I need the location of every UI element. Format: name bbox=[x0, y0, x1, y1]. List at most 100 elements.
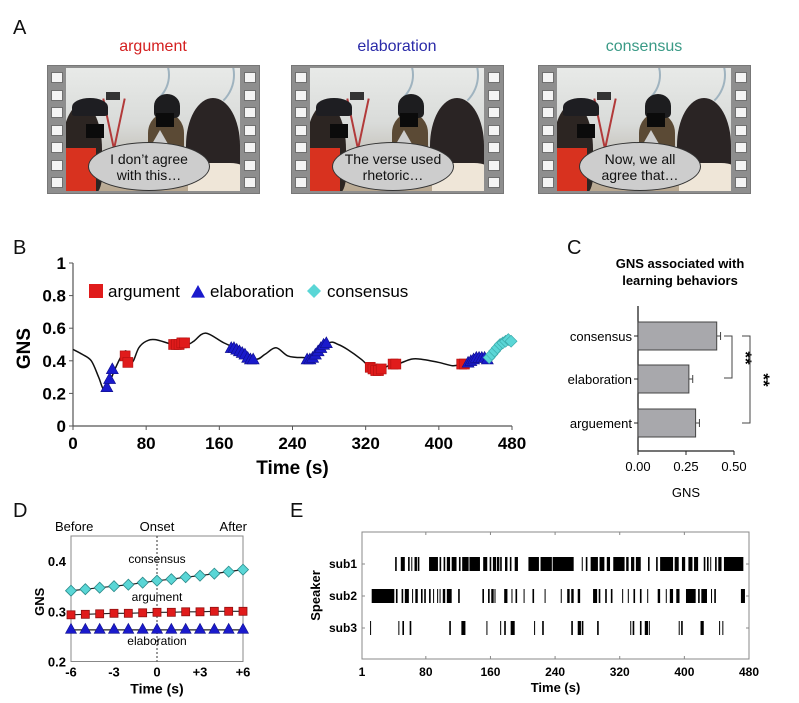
film-sprocket-hole bbox=[542, 177, 554, 188]
film-sprocket-hole bbox=[295, 124, 307, 136]
elaboration-marker bbox=[246, 352, 260, 365]
speech-segment-sub2 bbox=[494, 589, 496, 603]
frame-title-argument: argument bbox=[119, 38, 187, 55]
speech-segment-sub2 bbox=[714, 589, 716, 603]
x-tick-label: 480 bbox=[498, 434, 526, 453]
y-tick-label: 0.3 bbox=[48, 604, 66, 619]
speech-segment-sub2 bbox=[665, 589, 667, 603]
consensus-marker bbox=[222, 565, 235, 578]
speech-segment-sub1 bbox=[492, 557, 497, 571]
speech-segment-sub1 bbox=[635, 557, 641, 571]
speech-segment-sub2 bbox=[560, 589, 562, 603]
x-tick-label: 80 bbox=[137, 434, 156, 453]
argument-marker bbox=[179, 337, 190, 349]
speech-segment-sub2 bbox=[424, 589, 426, 603]
speech-segment-sub1 bbox=[613, 557, 625, 571]
speaker-label-sub3: sub3 bbox=[329, 621, 357, 635]
elaboration-series-label: elaboration bbox=[127, 634, 186, 648]
y-tick-label: 0.2 bbox=[48, 655, 66, 670]
speech-segment-sub2 bbox=[740, 589, 745, 603]
speech-segment-sub1 bbox=[528, 557, 539, 571]
speaker-label-sub1: sub1 bbox=[329, 557, 357, 571]
speech-segment-sub2 bbox=[437, 589, 439, 603]
consensus-marker bbox=[79, 583, 92, 596]
film-sprocket-hole bbox=[51, 72, 63, 83]
speech-segment-sub1 bbox=[688, 557, 693, 571]
speech-segment-sub2 bbox=[429, 589, 431, 603]
speech-segment-sub2 bbox=[633, 589, 636, 603]
film-sprocket-hole bbox=[244, 177, 256, 188]
significance-bracket-1 bbox=[724, 335, 733, 379]
speech-segment-sub3 bbox=[449, 621, 451, 635]
argument-marker bbox=[123, 608, 133, 618]
speech-segment-sub2 bbox=[669, 589, 674, 603]
speech-segment-sub1 bbox=[500, 557, 502, 571]
x-tick-label: -3 bbox=[108, 665, 120, 680]
argument-marker bbox=[375, 363, 387, 375]
panel-c-label: C bbox=[567, 237, 582, 259]
speech-segment-sub2 bbox=[627, 589, 629, 603]
speech-segment-sub1 bbox=[715, 557, 717, 571]
speech-segment-sub2 bbox=[458, 589, 460, 603]
elaboration-marker bbox=[222, 622, 235, 634]
censor-bar bbox=[400, 113, 418, 127]
speech-segment-sub3 bbox=[571, 621, 573, 635]
speech-segment-sub3 bbox=[370, 621, 372, 635]
panel-e-label: E bbox=[290, 500, 304, 522]
elaboration-marker bbox=[136, 622, 149, 634]
argument-series-label: argument bbox=[132, 590, 183, 604]
film-sprocket-hole bbox=[488, 177, 500, 188]
speech-segment-sub1 bbox=[706, 557, 709, 571]
x-tick-label: 80 bbox=[419, 665, 433, 679]
film-sprocket-hole bbox=[542, 124, 554, 136]
x-tick-label: 160 bbox=[480, 665, 500, 679]
speech-bubble: I don’t agree with this… bbox=[88, 142, 210, 191]
frame-title-consensus: consensus bbox=[605, 38, 683, 55]
speech-segment-sub3 bbox=[719, 621, 721, 635]
consensus-marker bbox=[136, 576, 149, 589]
chart-title-line2: learning behaviors bbox=[622, 273, 738, 288]
significance-bracket-2 bbox=[742, 335, 751, 424]
speech-segment-sub2 bbox=[433, 589, 435, 603]
speech-segment-sub1 bbox=[590, 557, 598, 571]
x-tick-label: 0.25 bbox=[673, 459, 698, 474]
film-sprocket-hole bbox=[488, 124, 500, 136]
panel-b-label: B bbox=[13, 237, 27, 259]
consensus-marker bbox=[93, 581, 106, 594]
speech-segment-sub1 bbox=[439, 557, 442, 571]
film-sprocket-hole bbox=[51, 89, 63, 101]
chart-c: GNS associated with learning behaviors con… bbox=[568, 256, 773, 500]
film-sprocket-hole bbox=[295, 107, 307, 118]
elaboration-marker bbox=[79, 622, 92, 634]
speech-segment-sub2 bbox=[711, 589, 713, 603]
speech-text: Now, we all agree that… bbox=[601, 150, 679, 183]
speech-segment-sub3 bbox=[542, 621, 544, 635]
speech-segment-sub1 bbox=[451, 557, 457, 571]
speech-segment-sub2 bbox=[571, 589, 574, 603]
speech-segment-sub1 bbox=[626, 557, 629, 571]
speech-segment-sub1 bbox=[674, 557, 679, 571]
speech-segment-sub1 bbox=[552, 557, 574, 571]
frame-title-elaboration: elaboration bbox=[357, 38, 437, 55]
speech-segment-sub2 bbox=[491, 589, 494, 603]
y-tick-label: 0.4 bbox=[48, 554, 67, 569]
film-sprocket-hole bbox=[51, 177, 63, 188]
speech-segment-sub2 bbox=[685, 589, 696, 603]
speech-segment-sub2 bbox=[523, 589, 525, 603]
speech-segment-sub3 bbox=[486, 621, 488, 635]
consensus-marker bbox=[122, 578, 135, 591]
speech-segment-sub2 bbox=[610, 589, 613, 603]
x-tick-label: -6 bbox=[65, 665, 77, 680]
legend-argument-label: argument bbox=[108, 282, 180, 301]
film-sprocket-hole bbox=[542, 107, 554, 118]
elaboration-marker bbox=[107, 622, 121, 634]
speech-segment-sub2 bbox=[412, 589, 414, 603]
film-sprocket-hole bbox=[295, 159, 307, 171]
speech-segment-sub1 bbox=[660, 557, 674, 571]
speech-segment-sub1 bbox=[681, 557, 686, 571]
argument-marker bbox=[138, 608, 148, 618]
film-sprocket-hole bbox=[542, 142, 554, 153]
speech-segment-sub1 bbox=[429, 557, 438, 571]
speech-segment-sub3 bbox=[644, 621, 649, 635]
significance-label-2: ** bbox=[754, 373, 773, 387]
